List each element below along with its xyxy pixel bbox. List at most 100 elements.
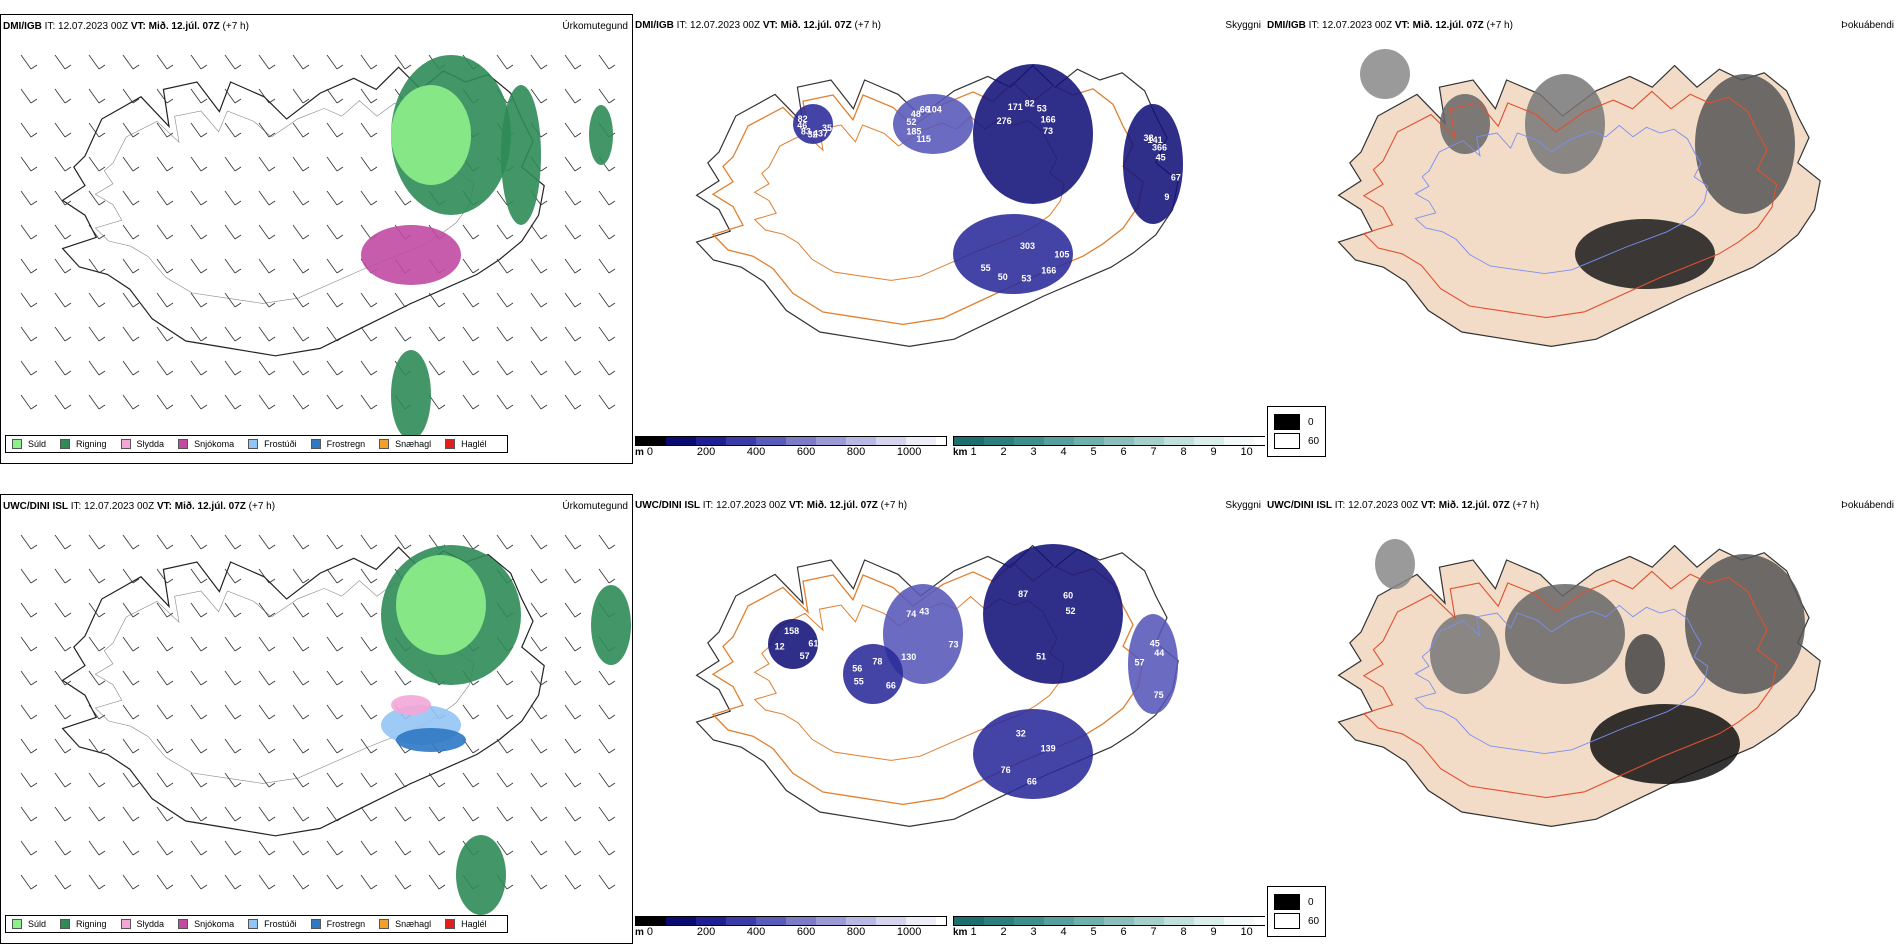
fog-area	[1505, 584, 1625, 684]
wind-barb-flag	[506, 336, 514, 342]
wind-barb-flag	[268, 646, 276, 652]
colorbar-segment	[1104, 437, 1134, 445]
wind-barb	[598, 534, 610, 550]
wind-barb	[326, 704, 338, 720]
wind-barb	[428, 840, 440, 856]
wind-barb	[530, 636, 542, 652]
wind-barb-flag	[132, 782, 140, 788]
wind-barb	[54, 568, 66, 584]
panel-header: UWC/DINI ISL IT: 12.07.2023 00Z VT: Mið.…	[635, 500, 908, 511]
cloudbase-label: 60	[1063, 590, 1073, 600]
wind-barb-flag	[336, 816, 344, 822]
wind-barb-flag	[64, 132, 72, 138]
wind-barb-flag	[336, 612, 344, 618]
wind-barb-flag	[574, 234, 582, 240]
wind-barb-flag	[268, 166, 276, 172]
colorbar-tick: 9	[1210, 926, 1217, 938]
wind-barb-flag	[200, 234, 208, 240]
wind-barb	[20, 258, 32, 274]
legend-item: Snjókoma	[178, 919, 234, 929]
wind-barb	[20, 738, 32, 754]
precip-type-legend: Súld Rigning Slydda Snjókoma Frostúði Frostre…	[5, 915, 508, 933]
wind-barb-flag	[404, 64, 412, 70]
wind-barb	[88, 54, 100, 70]
colorbar-tick: 6	[1120, 446, 1127, 458]
wind-barb	[496, 704, 508, 720]
wind-barb-flag	[98, 612, 106, 618]
wind-barb	[54, 122, 66, 138]
colorbar-tick: 4	[1060, 926, 1067, 938]
wind-barb-flag	[506, 884, 514, 890]
colorbar-segment	[1164, 437, 1194, 445]
wind-barb-flag	[200, 302, 208, 308]
cloudbase-label: 35	[822, 123, 832, 133]
colorbar-segment	[756, 437, 786, 445]
colorbar-tick: 1000	[896, 446, 922, 458]
wind-barb-flag	[370, 132, 378, 138]
wind-barb-flag	[540, 850, 548, 856]
wind-barb-flag	[608, 200, 616, 206]
wind-barb	[224, 772, 236, 788]
wind-barb-flag	[200, 816, 208, 822]
wind-barb-flag	[234, 850, 242, 856]
wind-barb	[224, 534, 236, 550]
wind-barb-flag	[370, 98, 378, 104]
wind-barb-flag	[370, 714, 378, 720]
wind-barb-flag	[404, 884, 412, 890]
wind-barb	[190, 258, 202, 274]
panel-header: DMI/IGB IT: 12.07.2023 00Z VT: Mið. 12.j…	[1267, 20, 1513, 31]
wind-barb-flag	[302, 64, 310, 70]
precip-area	[396, 728, 466, 752]
wind-barb-flag	[98, 714, 106, 720]
wind-barb	[292, 840, 304, 856]
wind-barb	[530, 602, 542, 618]
wind-barb-flag	[234, 612, 242, 618]
wind-barb	[564, 704, 576, 720]
wind-barb-flag	[540, 612, 548, 618]
wind-barb	[190, 360, 202, 376]
wind-barb-flag	[132, 98, 140, 104]
colorbar-tick: 9	[1210, 446, 1217, 458]
wind-barb	[88, 840, 100, 856]
wind-barb	[530, 840, 542, 856]
wind-barb	[224, 360, 236, 376]
wind-barb-flag	[30, 612, 38, 618]
wind-barb-flag	[268, 544, 276, 550]
wind-barb-flag	[98, 884, 106, 890]
wind-barb	[496, 258, 508, 274]
wind-barb-flag	[540, 816, 548, 822]
wind-barb-flag	[336, 680, 344, 686]
wind-barb	[292, 806, 304, 822]
variable-title: Þokuábendi	[1841, 20, 1894, 31]
precip-type-legend: Súld Rigning Slydda Snjókoma Frostúði Frostre…	[5, 435, 508, 453]
wind-barb	[122, 874, 134, 890]
wind-barb	[20, 190, 32, 206]
wind-barb	[20, 806, 32, 822]
wind-barb	[122, 738, 134, 754]
wind-barb-flag	[608, 268, 616, 274]
fog-legend: 0 60	[1267, 886, 1327, 937]
wind-barb-flag	[370, 748, 378, 754]
wind-barb-flag	[268, 782, 276, 788]
colorbar-segment	[786, 437, 816, 445]
wind-barb-flag	[302, 302, 310, 308]
wind-barb	[54, 190, 66, 206]
wind-barb	[20, 704, 32, 720]
wind-barb-flag	[166, 234, 174, 240]
fog-area	[1525, 74, 1605, 174]
wind-barb-flag	[302, 578, 310, 584]
wind-barb	[428, 772, 440, 788]
wind-barb	[20, 122, 32, 138]
wind-barb	[224, 224, 236, 240]
cloudbase-label: 75	[1154, 690, 1164, 700]
variable-title: Úrkomutegund	[562, 501, 628, 512]
wind-barb	[224, 54, 236, 70]
wind-barb	[530, 738, 542, 754]
legend-swatch	[379, 439, 390, 449]
wind-barb	[530, 258, 542, 274]
legend-label: Súld	[28, 439, 47, 449]
wind-barb	[54, 738, 66, 754]
wind-barb-flag	[166, 816, 174, 822]
precip-area	[501, 85, 541, 225]
wind-barb-flag	[574, 884, 582, 890]
